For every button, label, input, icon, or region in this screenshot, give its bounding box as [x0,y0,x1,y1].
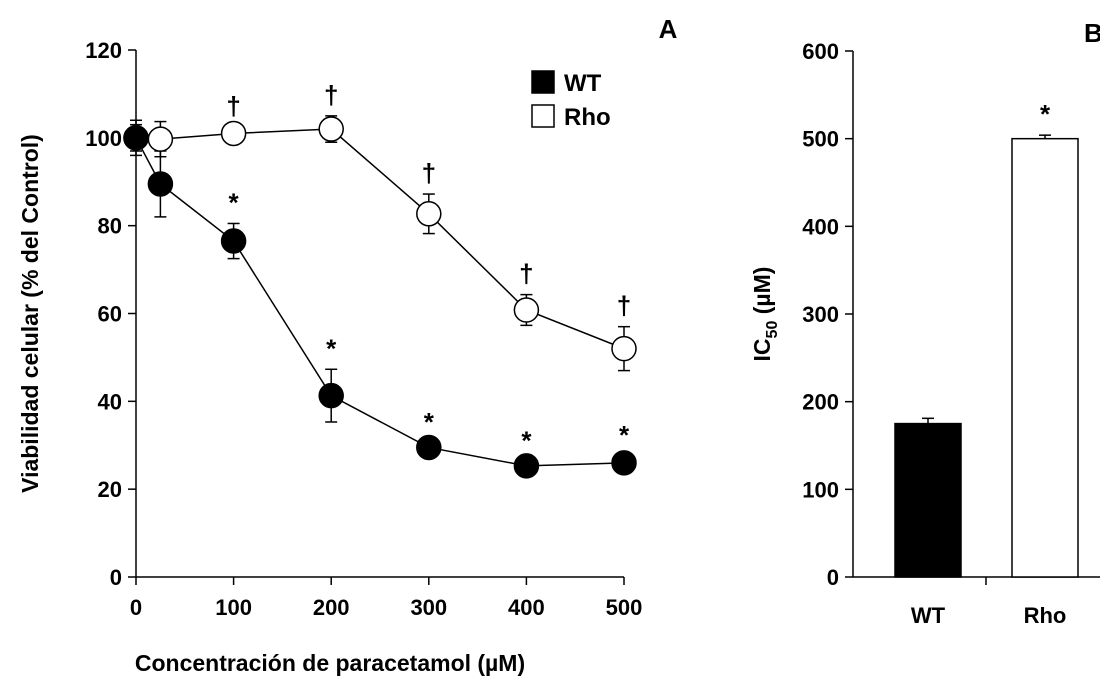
data-point-wt [318,382,344,409]
significance-marker: * [424,407,435,437]
y-axis-title: Viabilidad celular (% del Control) [17,134,43,493]
legend-swatch-wt [531,70,555,94]
significance-marker: † [422,158,436,188]
data-point-wt [416,434,442,461]
bar-wt [894,422,962,578]
data-point-rho [147,126,174,152]
data-point-wt [123,125,149,151]
y-tick-label: 40 [98,389,122,414]
y-tick-label: 60 [98,302,122,327]
data-point-wt [611,450,637,476]
series-line-wt [135,137,625,467]
y-tick-label: 600 [802,39,839,64]
data-point-rho [220,120,247,147]
data-point-rho [513,297,540,323]
data-point-rho [611,335,637,362]
bar-rho [1011,137,1079,578]
panel-label-a: A [659,14,678,44]
series-line-rho [135,128,625,350]
data-point-wt [147,171,174,197]
data-point-rho [416,201,442,227]
panel-label-b: B [1084,18,1100,48]
x-tick-label: 200 [313,595,350,620]
y-tick-label: 500 [802,127,839,152]
data-point-wt [513,453,540,479]
significance-marker: * [1040,99,1051,129]
category-label-wt: WT [911,603,946,628]
legend-swatch-rho [531,104,555,128]
legend-label-wt: WT [564,70,602,97]
significance-marker: † [324,80,338,110]
x-tick-label: 0 [130,595,142,620]
significance-marker: † [226,91,240,121]
legend-label-rho: Rho [564,104,611,131]
y-tick-label: 80 [98,214,122,239]
panel-a-line-chart: 0 20 40 60 80 100 120 0 100 200 300 400 500 Concentra… [17,14,678,676]
y-tick-label: 200 [802,390,839,415]
y-axis-title: IC50 (µM) [749,267,781,362]
x-axis-title: Concentración de paracetamol (µM) [135,650,525,676]
y-axis-title-unit: (µM) [749,267,775,321]
data-point-wt [220,228,247,254]
y-tick-label: 400 [802,214,839,239]
x-tick-label: 400 [508,595,545,620]
x-tick-label: 300 [410,595,447,620]
y-tick-label: 300 [802,302,839,327]
y-tick-label: 0 [110,565,122,590]
y-axis-title-subscript: 50 [764,321,781,339]
category-label-rho: Rho [1024,603,1067,628]
data-point-rho [318,116,344,142]
x-tick-label: 500 [606,595,643,620]
y-axis-title-main: IC [749,338,775,361]
significance-marker: * [326,333,337,363]
significance-marker: * [521,425,532,455]
y-tick-label: 20 [98,477,122,502]
x-tick-label: 100 [215,595,252,620]
y-tick-label: 120 [85,38,122,63]
significance-marker: * [229,187,240,217]
significance-marker: * [619,420,630,450]
y-tick-label: 0 [827,565,839,590]
panel-b-bar-chart: 0 100 200 300 400 500 600 WT Rho * IC50 (µM) B [749,18,1100,628]
significance-marker: † [519,259,533,289]
y-tick-label: 100 [85,126,122,151]
y-tick-label: 100 [802,477,839,502]
significance-marker: † [617,291,631,321]
